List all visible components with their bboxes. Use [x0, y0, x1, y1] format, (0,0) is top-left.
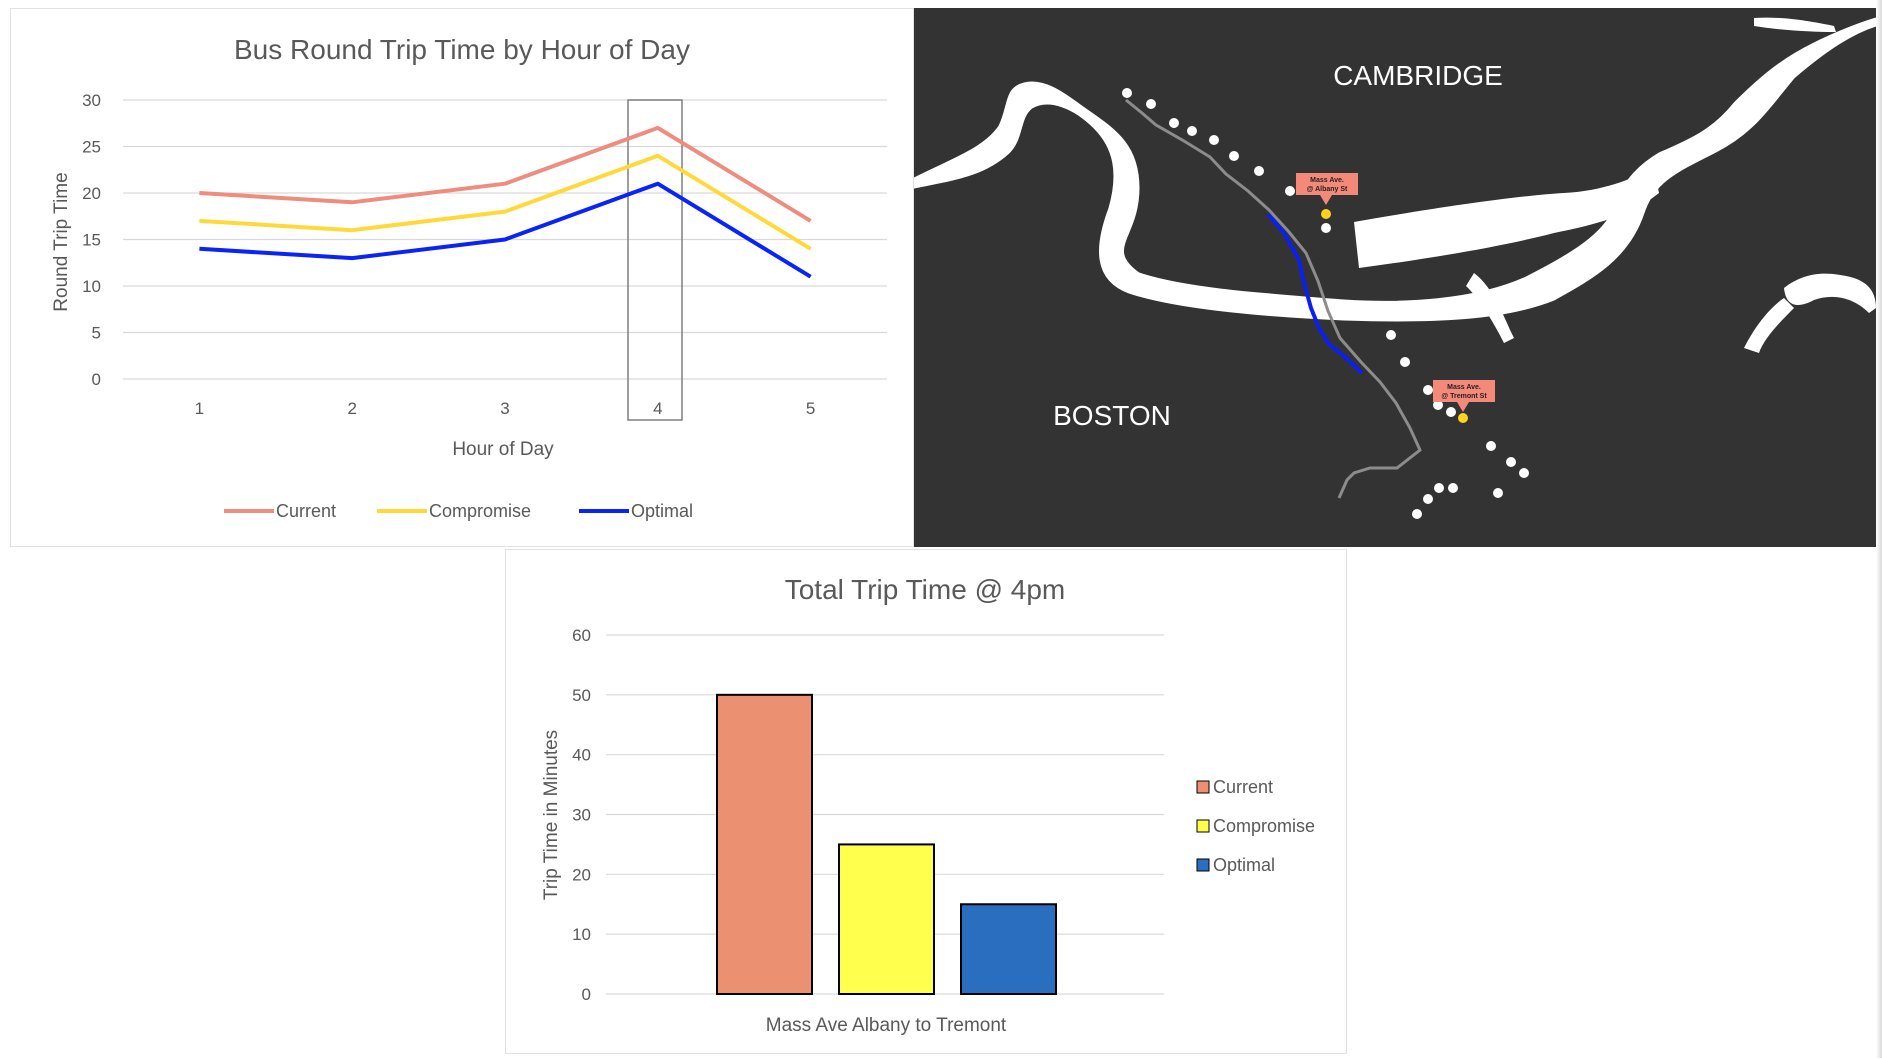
- bus-stops: [1122, 88, 1529, 519]
- highlight-box: [627, 99, 683, 421]
- bar-chart-panel: Total Trip Time @ 4pm 0 10 20 30 40 50 60 Trip…: [505, 549, 1347, 1054]
- bar-legend-swatch-optimal: [1196, 858, 1210, 872]
- bar-y-tick-label: 10: [572, 925, 591, 944]
- line-y-tick-label: 20: [82, 184, 101, 203]
- boston-label: BOSTON: [1053, 400, 1171, 431]
- tremont-callout: Mass Ave. @ Tremont St: [1433, 380, 1495, 412]
- line-y-tick-label: 15: [82, 231, 101, 250]
- map-canvas: Mass Ave. @ Albany St Mass Ave. @ Tremon…: [914, 17, 1876, 519]
- svg-text:Mass Ave.: Mass Ave.: [1447, 384, 1481, 391]
- study-segment-line: [1266, 212, 1364, 375]
- line-chart: Bus Round Trip Time by Hour of Day 0 5 10 1…: [51, 34, 887, 521]
- bar-y-tick-label: 0: [582, 985, 591, 1004]
- legend-label-optimal: Optimal: [631, 501, 693, 521]
- bar-legend-label-compromise: Compromise: [1213, 816, 1315, 836]
- line-y-tick-label: 0: [92, 370, 101, 389]
- river-water: [914, 17, 1876, 353]
- albany-callout: Mass Ave. @ Albany St: [1296, 173, 1358, 205]
- bar-optimal: [960, 903, 1057, 995]
- line-x-tick-label: 1: [195, 399, 204, 418]
- bar-y-tick-label: 60: [572, 626, 591, 645]
- bar-y-tick-label: 50: [572, 686, 591, 705]
- svg-text:@ Tremont St: @ Tremont St: [1441, 393, 1487, 400]
- line-x-tick-label: 3: [500, 399, 509, 418]
- cambridge-label: CAMBRIDGE: [1333, 60, 1503, 91]
- bar-y-tick-label: 40: [572, 746, 591, 765]
- line-chart-panel: Bus Round Trip Time by Hour of Day 0 5 10 1…: [10, 8, 914, 547]
- series-line-compromise: [199, 153, 812, 251]
- bar-legend-swatch-current: [1196, 780, 1210, 794]
- bar-legend-swatch-compromise: [1196, 819, 1210, 833]
- line-x-tick-label: 4: [653, 399, 662, 418]
- albany-stop: [1321, 209, 1331, 219]
- line-chart-title: Bus Round Trip Time by Hour of Day: [234, 34, 690, 65]
- bar-legend-label-current: Current: [1213, 777, 1273, 797]
- legend-label-compromise: Compromise: [429, 501, 531, 521]
- line-x-tick-label: 5: [806, 399, 815, 418]
- bar-y-axis-label: Trip Time in Minutes: [541, 730, 562, 900]
- route-map: Mass Ave. @ Albany St Mass Ave. @ Tremon…: [914, 8, 1876, 547]
- bar-y-tick-label: 20: [572, 865, 591, 884]
- line-y-tick-label: 10: [82, 277, 101, 296]
- line-y-tick-label: 30: [82, 91, 101, 110]
- tremont-stop: [1458, 413, 1468, 423]
- svg-text:Mass Ave.: Mass Ave.: [1310, 177, 1344, 184]
- bar-current: [716, 693, 813, 995]
- line-y-tick-label: 5: [92, 324, 101, 343]
- line-y-tick-label: 25: [82, 138, 101, 157]
- svg-text:@ Albany St: @ Albany St: [1307, 186, 1348, 193]
- page-edge-shadow: [1876, 0, 1882, 1058]
- bar-chart-title: Total Trip Time @ 4pm: [785, 574, 1066, 605]
- bus-route-line: [1125, 98, 1422, 499]
- bar-compromise: [838, 843, 935, 995]
- bar-chart: Total Trip Time @ 4pm 0 10 20 30 40 50 60 Trip…: [541, 574, 1315, 1036]
- bar-legend-label-optimal: Optimal: [1213, 855, 1275, 875]
- line-y-axis-label: Round Trip Time: [51, 172, 72, 311]
- legend-label-current: Current: [276, 501, 336, 521]
- bar-x-axis-label: Mass Ave Albany to Tremont: [766, 1015, 1007, 1036]
- series-line-optimal: [199, 181, 812, 279]
- bar-y-tick-label: 30: [572, 806, 591, 825]
- series-line-current: [199, 125, 812, 223]
- line-x-axis-label: Hour of Day: [452, 439, 554, 460]
- line-x-tick-label: 2: [347, 399, 356, 418]
